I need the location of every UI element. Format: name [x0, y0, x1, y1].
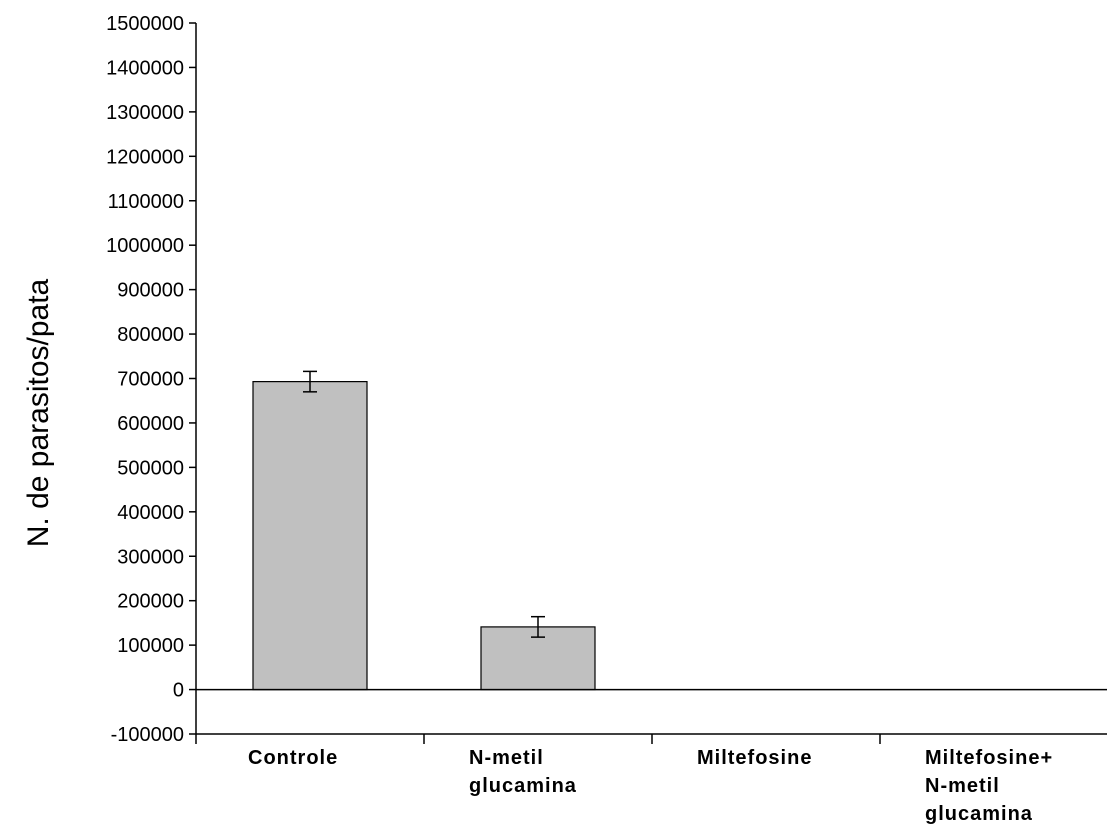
y-tick-label: 800000	[117, 324, 184, 346]
bar	[252, 381, 368, 691]
bars-group	[252, 370, 596, 691]
category-label: Controle	[248, 747, 338, 769]
y-tick-label: 500000	[117, 457, 184, 479]
y-tick-label: 1200000	[106, 146, 184, 168]
y-tick-label: 1300000	[106, 102, 184, 124]
y-tick-label: 700000	[117, 369, 184, 391]
y-tick-label: 1100000	[108, 191, 184, 213]
y-tick-label: 0	[173, 680, 184, 702]
y-tick-label: 200000	[117, 591, 184, 613]
bar	[480, 626, 596, 691]
y-tick-label: 400000	[117, 502, 184, 524]
y-tick-label: 600000	[117, 413, 184, 435]
y-axis-title: N. de parasitos/pata	[22, 278, 55, 547]
y-tick-label: 100000	[117, 635, 184, 657]
y-tick-label: -100000	[111, 724, 184, 746]
y-tick-label: 1500000	[106, 13, 184, 35]
y-tick-label: 300000	[117, 546, 184, 568]
y-tick-label: 1400000	[106, 57, 184, 79]
category-label: N-metil	[925, 775, 1000, 797]
category-label: Miltefosine+	[925, 747, 1053, 769]
y-tick-label: 1000000	[106, 235, 184, 257]
category-label: glucamina	[925, 803, 1033, 825]
x-axis: Controle N-metil glucamina Miltefosine Milte…	[195, 688, 1107, 825]
category-label: glucamina	[469, 775, 577, 797]
category-label: Miltefosine	[697, 747, 812, 769]
category-label: N-metil	[469, 747, 544, 769]
y-tick-label: 900000	[117, 280, 184, 302]
y-axis: -100000 0 100000 200000 300000 400000 500000 60…	[106, 13, 197, 746]
